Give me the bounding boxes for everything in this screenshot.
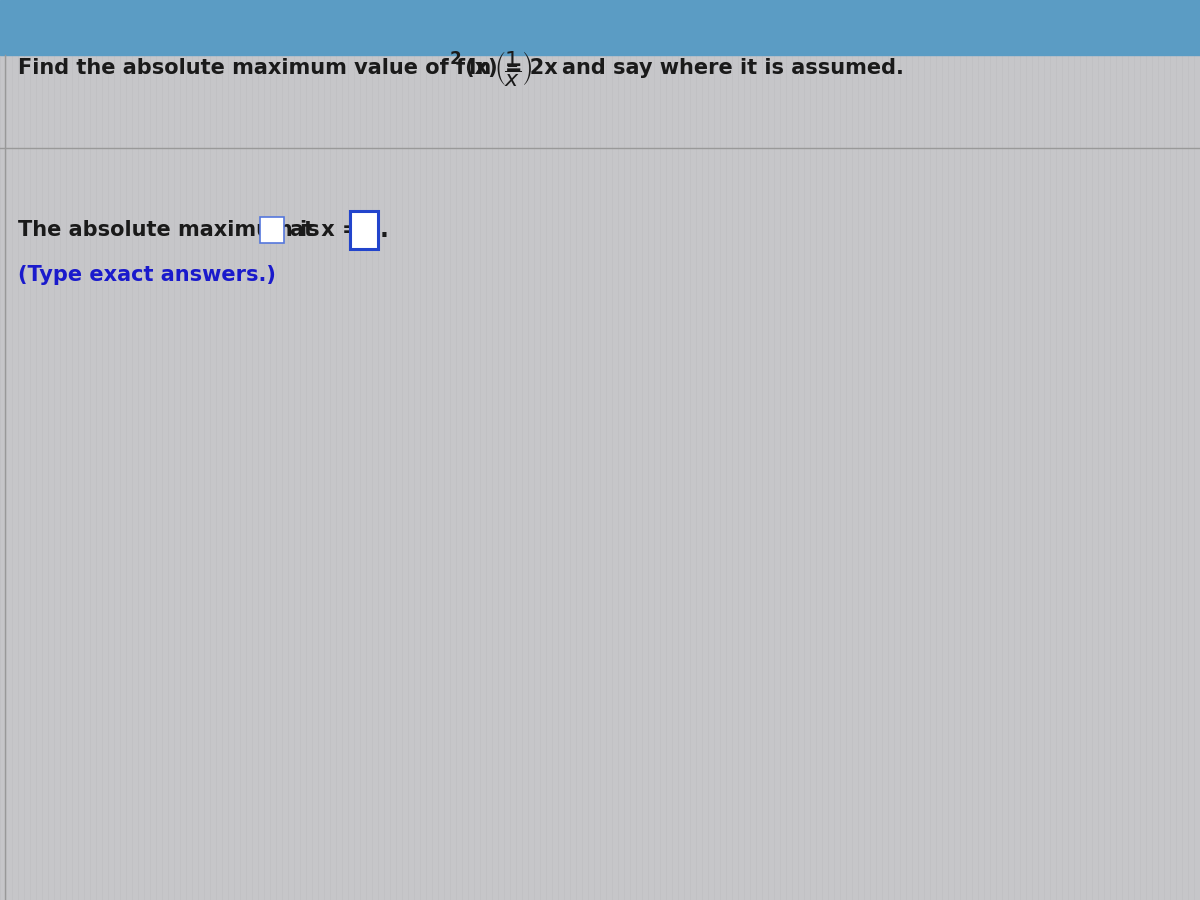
Bar bbox=[260, 217, 284, 243]
Text: at x =: at x = bbox=[290, 220, 360, 240]
Text: 2: 2 bbox=[450, 50, 462, 68]
Text: .: . bbox=[380, 218, 389, 242]
FancyBboxPatch shape bbox=[1140, 0, 1200, 55]
Text: Find the absolute maximum value of f(x) = 2x: Find the absolute maximum value of f(x) … bbox=[18, 58, 558, 78]
Text: and say where it is assumed.: and say where it is assumed. bbox=[562, 58, 904, 78]
Text: (Type exact answers.): (Type exact answers.) bbox=[18, 265, 276, 285]
Bar bbox=[350, 211, 378, 249]
Text: $\left(\dfrac{1}{x}\right)$: $\left(\dfrac{1}{x}\right)$ bbox=[494, 49, 533, 87]
Text: The absolute maximum is: The absolute maximum is bbox=[18, 220, 319, 240]
Text: ln: ln bbox=[462, 58, 491, 78]
Bar bbox=[0, 0, 1200, 55]
